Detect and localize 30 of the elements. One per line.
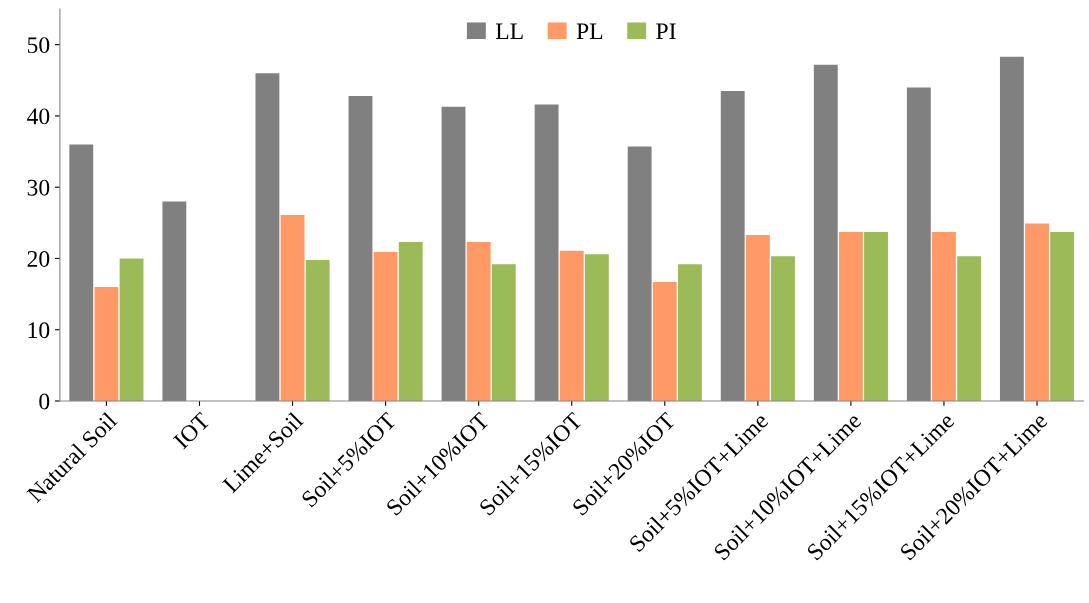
- bar: [94, 286, 119, 401]
- legend-label: PI: [656, 23, 676, 39]
- bar: [745, 234, 770, 401]
- bar: [373, 252, 398, 401]
- y-tick-label: 0: [39, 393, 50, 410]
- legend-label: PL: [576, 23, 603, 39]
- bar: [491, 264, 516, 401]
- bar: [1050, 232, 1075, 401]
- y-tick-label: 20: [27, 250, 50, 267]
- bar: [932, 232, 956, 401]
- y-tick-label: 50: [27, 37, 50, 54]
- y-tick-label: 40: [27, 108, 50, 125]
- bar: [466, 242, 491, 401]
- bar: [119, 258, 144, 401]
- legend-label: LL: [495, 23, 523, 39]
- y-tick-label: 10: [28, 322, 50, 339]
- bar: [584, 254, 609, 401]
- bar: [652, 281, 677, 401]
- bar: [305, 259, 330, 401]
- bar: [864, 232, 888, 401]
- bar: [559, 250, 584, 401]
- y-tick-label: 30: [27, 179, 50, 196]
- bar: [398, 242, 423, 401]
- bar: [1025, 223, 1049, 401]
- bar: [677, 264, 702, 401]
- x-tick-label: IOT: [172, 411, 211, 450]
- bar: [957, 256, 982, 401]
- bar: [771, 256, 795, 401]
- bar: [280, 215, 305, 401]
- bar: [838, 232, 863, 401]
